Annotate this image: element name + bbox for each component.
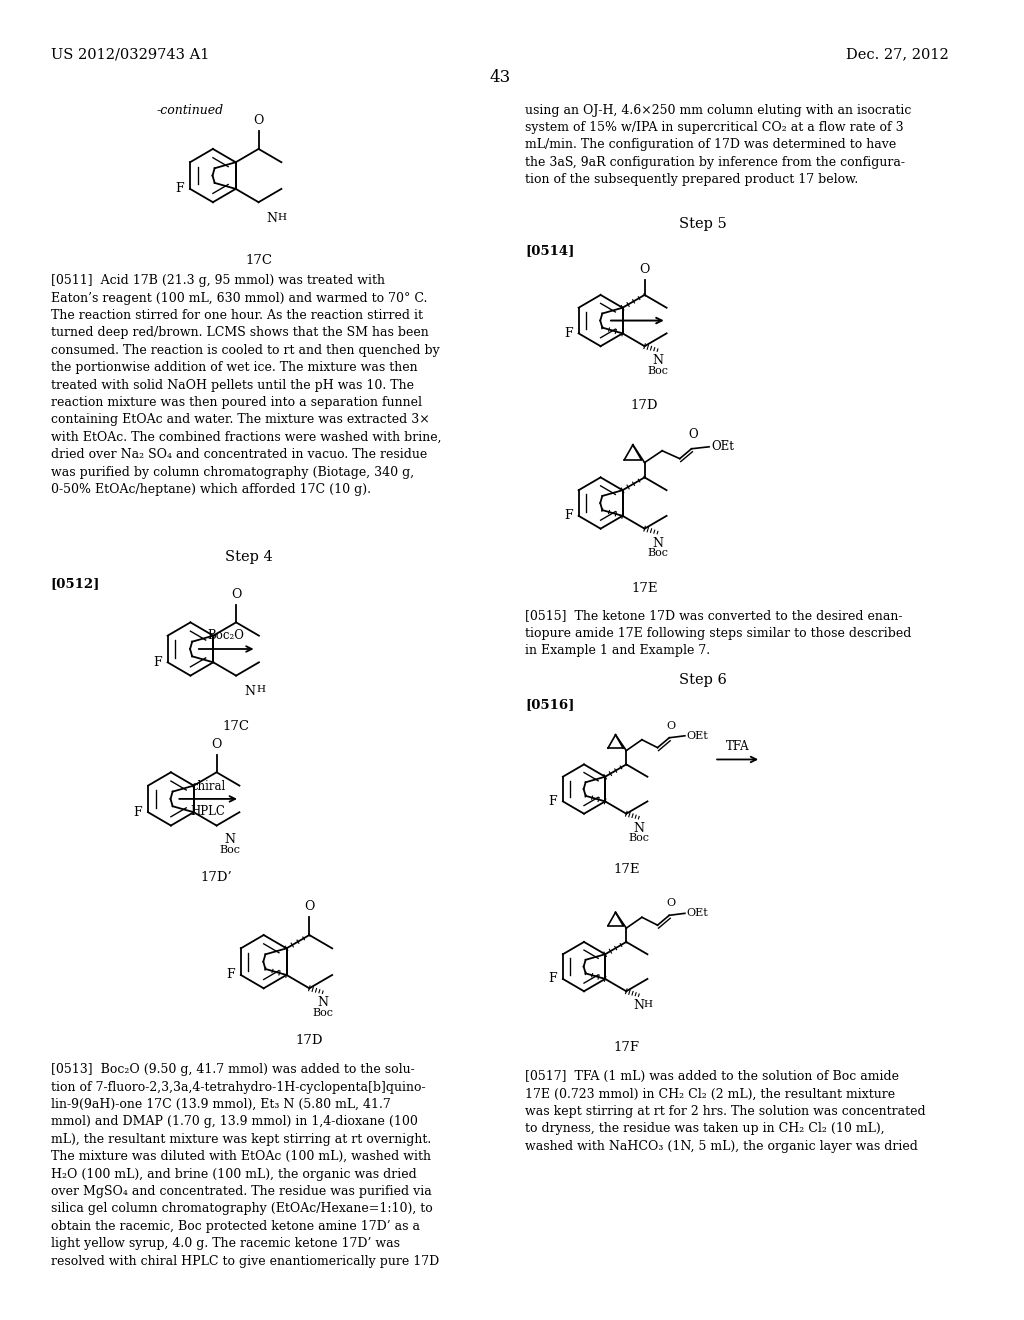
Text: O: O xyxy=(253,115,264,127)
Text: N: N xyxy=(266,213,278,224)
Text: N: N xyxy=(652,536,663,549)
Text: 43: 43 xyxy=(489,69,511,86)
Text: O: O xyxy=(639,263,650,276)
Text: H: H xyxy=(278,213,287,222)
Text: N: N xyxy=(633,999,644,1012)
Text: Boc: Boc xyxy=(647,366,668,376)
Text: O: O xyxy=(667,899,676,908)
Text: Step 6: Step 6 xyxy=(679,673,727,686)
Text: O: O xyxy=(688,428,698,441)
Text: O: O xyxy=(231,587,242,601)
Text: [0512]: [0512] xyxy=(51,577,100,590)
Text: OEt: OEt xyxy=(687,908,709,919)
Text: F: F xyxy=(564,510,572,523)
Text: F: F xyxy=(549,973,557,986)
Text: Step 5: Step 5 xyxy=(679,216,727,231)
Text: US 2012/0329743 A1: US 2012/0329743 A1 xyxy=(51,48,209,61)
Text: 17C: 17C xyxy=(222,719,250,733)
Text: [0516]: [0516] xyxy=(525,698,574,711)
Text: N: N xyxy=(224,833,236,846)
Text: Boc: Boc xyxy=(219,845,241,855)
Text: Boc: Boc xyxy=(647,548,668,558)
Text: chiral: chiral xyxy=(191,780,225,793)
Text: F: F xyxy=(226,969,234,982)
Text: 17D’: 17D’ xyxy=(201,871,232,884)
Text: OEt: OEt xyxy=(687,731,709,741)
Text: N: N xyxy=(317,997,329,1010)
Text: F: F xyxy=(133,805,142,818)
Text: F: F xyxy=(549,795,557,808)
Text: 17D: 17D xyxy=(296,1034,324,1047)
Text: [0511]  Acid 17B (21.3 g, 95 mmol) was treated with
Eaton’s reagent (100 mL, 630: [0511] Acid 17B (21.3 g, 95 mmol) was tr… xyxy=(51,275,441,496)
Text: O: O xyxy=(211,738,222,751)
Text: Boc: Boc xyxy=(629,833,649,843)
Text: Boc₂O: Boc₂O xyxy=(208,630,245,642)
Text: N: N xyxy=(244,685,255,697)
Text: Boc: Boc xyxy=(312,1008,333,1018)
Text: 17F: 17F xyxy=(613,1040,639,1053)
Text: H: H xyxy=(644,1001,652,1008)
Text: [0514]: [0514] xyxy=(525,244,574,257)
Text: N: N xyxy=(652,354,663,367)
Text: 17E: 17E xyxy=(632,582,657,595)
Text: [0515]  The ketone 17D was converted to the desired enan-
tiopure amide 17E foll: [0515] The ketone 17D was converted to t… xyxy=(525,610,911,657)
Text: Step 4: Step 4 xyxy=(225,550,273,565)
Text: F: F xyxy=(154,656,162,669)
Text: -continued: -continued xyxy=(157,103,224,116)
Text: OEt: OEt xyxy=(711,441,734,453)
Text: F: F xyxy=(175,182,184,195)
Text: Dec. 27, 2012: Dec. 27, 2012 xyxy=(847,48,949,61)
Text: using an OJ-H, 4.6×250 mm column eluting with an isocratic
system of 15% w/IPA i: using an OJ-H, 4.6×250 mm column eluting… xyxy=(525,103,911,186)
Text: [0513]  Boc₂O (9.50 g, 41.7 mmol) was added to the solu-
tion of 7-fluoro-2,3,3a: [0513] Boc₂O (9.50 g, 41.7 mmol) was add… xyxy=(51,1063,439,1267)
Text: TFA: TFA xyxy=(726,739,750,752)
Text: N: N xyxy=(633,821,644,834)
Text: 17D: 17D xyxy=(631,400,658,412)
Text: HPLC: HPLC xyxy=(190,805,225,818)
Text: H: H xyxy=(256,685,265,694)
Text: F: F xyxy=(564,327,572,339)
Text: O: O xyxy=(667,721,676,731)
Text: O: O xyxy=(304,900,314,913)
Text: 17E: 17E xyxy=(613,863,640,876)
Text: [0517]  TFA (1 mL) was added to the solution of Boc amide
17E (0.723 mmol) in CH: [0517] TFA (1 mL) was added to the solut… xyxy=(525,1071,926,1152)
Text: 17C: 17C xyxy=(245,255,272,268)
